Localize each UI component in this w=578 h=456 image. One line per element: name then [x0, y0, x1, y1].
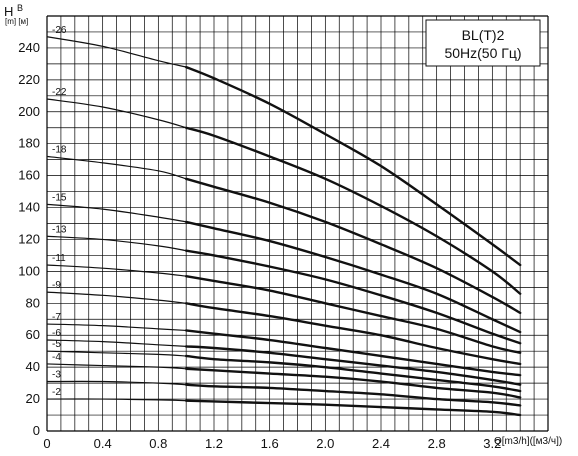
series-label: -3 — [52, 370, 61, 381]
series-line-thin — [46, 36, 187, 68]
series-line-thin — [46, 398, 187, 402]
series-line-main — [184, 249, 522, 345]
legend-box: BL(T)2 50Hz(50 Гц) — [425, 19, 541, 67]
series-label: -15 — [52, 192, 67, 203]
series-label: -6 — [52, 328, 61, 339]
x-tick-label: 2.8 — [428, 436, 446, 451]
x-tick-label: 1.2 — [205, 436, 223, 451]
series-label: -2 — [52, 387, 61, 398]
y-tick-label: 200 — [18, 104, 40, 119]
series-label: -13 — [52, 224, 67, 235]
series-line-main — [184, 177, 522, 315]
series-line-thin — [46, 155, 187, 180]
curve-labels: -26 -22 -18 -15 -13 -11 -9 -7 -6-5 -4 -3 -2 — [52, 25, 67, 398]
x-axis-label: Q[m3/h]([м3/ч]) — [494, 436, 562, 447]
tick-labels: 0 0.4 0.8 1.2 1.6 2.0 2.4 2.8 3.2 0 20 40 60 80 100 120… — [18, 40, 501, 451]
x-tick-label: 2.4 — [372, 436, 390, 451]
series-line-main — [184, 354, 522, 393]
series-line-main — [184, 274, 522, 354]
y-axis-units: [m] [м] — [5, 17, 28, 26]
series-line-thin — [46, 323, 187, 332]
series-line-thin — [46, 203, 187, 223]
series-line-main — [184, 399, 522, 417]
series-line-thin — [46, 235, 187, 252]
y-tick-label: 40 — [26, 359, 40, 374]
series-line-main — [184, 383, 522, 407]
y-tick-label: 180 — [18, 136, 40, 151]
series-line-thin — [46, 291, 187, 304]
series-line-main — [184, 329, 522, 377]
x-tick-label: 0.4 — [94, 436, 112, 451]
y-tick-label: 100 — [18, 263, 40, 278]
x-tick-label: 0 — [43, 436, 50, 451]
series-line-thin — [46, 264, 187, 277]
x-tick-label: 3.2 — [483, 436, 501, 451]
series-label: -7 — [52, 312, 61, 323]
series-line-main — [184, 367, 522, 399]
series-label: -4 — [52, 352, 61, 363]
series-line-thin — [46, 380, 187, 386]
y-axis-label-cyrillic: В — [17, 3, 23, 13]
x-tick-label: 0.8 — [149, 436, 167, 451]
series-line-thin — [46, 363, 187, 370]
y-tick-label: 160 — [18, 168, 40, 183]
series-label: -9 — [52, 280, 61, 291]
series-label: -18 — [52, 144, 67, 155]
chart-title: BL(T)2 — [462, 27, 505, 43]
series-line-main — [184, 65, 522, 267]
y-tick-label: 0 — [33, 423, 40, 438]
series-line-thin — [46, 98, 187, 129]
y-tick-label: 120 — [18, 231, 40, 246]
x-tick-label: 1.6 — [261, 436, 279, 451]
series-lines — [46, 36, 522, 417]
y-tick-label: 60 — [26, 327, 40, 342]
y-axis-label: H — [4, 4, 13, 19]
series-label: -22 — [52, 87, 67, 98]
y-tick-label: 80 — [26, 295, 40, 310]
series-line-main — [184, 126, 522, 295]
series-label: -26 — [52, 25, 67, 36]
y-tick-label: 140 — [18, 200, 40, 215]
series-label: -5 — [52, 339, 61, 350]
series-label: -11 — [52, 253, 66, 264]
series-line-main — [184, 220, 522, 334]
y-tick-label: 220 — [18, 72, 40, 87]
x-tick-label: 2.0 — [316, 436, 334, 451]
series-line-thin — [46, 339, 187, 347]
series-line-thin — [46, 350, 187, 357]
y-tick-label: 240 — [18, 40, 40, 55]
series-line-main — [184, 345, 522, 386]
series-line-main — [184, 302, 522, 366]
y-tick-label: 20 — [26, 391, 40, 406]
chart-subtitle: 50Hz(50 Гц) — [444, 45, 521, 61]
